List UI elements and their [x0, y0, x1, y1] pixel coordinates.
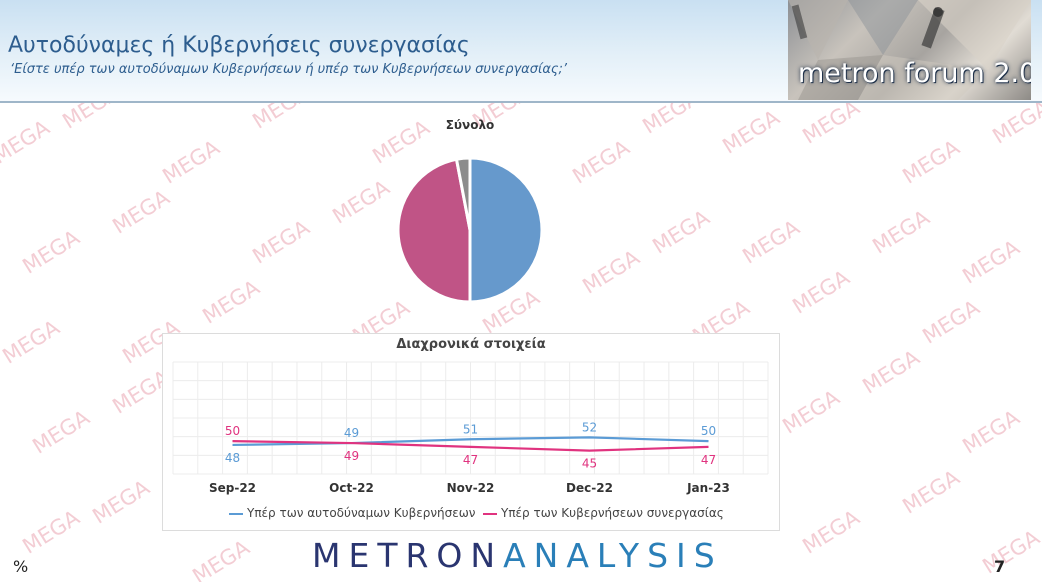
- watermark-mega: MEGA: [958, 405, 1024, 459]
- watermark-mega: MEGA: [18, 505, 84, 559]
- data-label: 48: [225, 451, 240, 465]
- pie-slice: [454, 156, 472, 231]
- logo-text: metron forum 2.0: [798, 58, 1031, 89]
- brand-part-1: METRON: [312, 536, 504, 575]
- watermark-mega: MEGA: [988, 95, 1042, 149]
- watermark-mega: MEGA: [978, 525, 1042, 579]
- x-tick-label: Nov-22: [447, 481, 495, 495]
- data-label: 47: [701, 453, 716, 467]
- logo-background-graphic: [788, 0, 1031, 100]
- line-chart-svg: 48 49 51 52 50 50 49 47 45 47 Sep-22 Oct-22 Nov-22 De…: [172, 361, 769, 495]
- watermark-mega: MEGA: [958, 235, 1024, 289]
- watermark-mega: MEGA: [0, 315, 64, 369]
- data-label: 47: [463, 453, 478, 467]
- watermark-mega: MEGA: [858, 345, 924, 399]
- unit-label: %: [13, 557, 29, 576]
- pie-slice: [396, 157, 472, 304]
- watermark-mega: MEGA: [798, 505, 864, 559]
- watermark-mega: MEGA: [0, 115, 54, 169]
- watermark-mega: MEGA: [88, 475, 154, 529]
- x-tick-label: Sep-22: [209, 481, 256, 495]
- metron-forum-logo: metron forum 2.0: [788, 0, 1031, 100]
- data-label: 50: [225, 424, 240, 438]
- watermark-mega: MEGA: [28, 405, 94, 459]
- legend-label-series1: Υπέρ των αυτοδύναμων Κυβερνήσεων: [247, 506, 476, 520]
- data-label: 45: [582, 457, 597, 471]
- pie-chart-title: Σύνολο: [445, 118, 495, 132]
- data-label: 50: [701, 424, 716, 438]
- brand-part-2: ANALYSIS: [503, 536, 723, 575]
- watermark-mega: MEGA: [788, 265, 854, 319]
- legend-label-series2: Υπέρ των Κυβερνήσεων συνεργασίας: [501, 506, 724, 520]
- watermark-mega: MEGA: [898, 135, 964, 189]
- line-chart-legend: Υπέρ των αυτοδύναμων Κυβερνήσεων Υπέρ τω…: [223, 506, 724, 524]
- watermark-mega: MEGA: [778, 385, 844, 439]
- legend-swatch-series1: [229, 512, 243, 515]
- pie-chart: [390, 150, 550, 310]
- legend-item-series2: Υπέρ των Κυβερνήσεων συνεργασίας: [483, 506, 724, 520]
- x-tick-label: Dec-22: [566, 481, 613, 495]
- watermark-mega: MEGA: [568, 135, 634, 189]
- watermark-mega: MEGA: [898, 465, 964, 519]
- watermark-mega: MEGA: [108, 185, 174, 239]
- watermark-mega: MEGA: [328, 175, 394, 229]
- watermark-mega: MEGA: [158, 135, 224, 189]
- watermark-mega: MEGA: [188, 535, 254, 582]
- header-divider: [0, 101, 1042, 103]
- line-chart-title: Διαχρονικά στοιχεία: [396, 337, 546, 352]
- watermark-mega: MEGA: [248, 215, 314, 269]
- watermark-mega: MEGA: [648, 205, 714, 259]
- legend-swatch-series2: [483, 512, 497, 515]
- data-label: 49: [344, 449, 359, 463]
- watermark-mega: MEGA: [578, 245, 644, 299]
- pie-chart-svg: [396, 156, 544, 304]
- watermark-mega: MEGA: [18, 225, 84, 279]
- metron-analysis-logo: METRONANALYSIS: [312, 536, 723, 575]
- page-title: Αυτοδύναμες ή Κυβερνήσεις συνεργασίας: [8, 33, 470, 58]
- page-number: 7: [994, 557, 1006, 576]
- watermark-mega: MEGA: [198, 275, 264, 329]
- line-chart-panel: Διαχρονικά στοιχεία 48 49 51 52 50 50 49 47 45 47…: [162, 333, 780, 531]
- x-tick-label: Oct-22: [329, 481, 374, 495]
- header-bar: Αυτοδύναμες ή Κυβερνήσεις συνεργασίας ‘Ε…: [0, 0, 1042, 103]
- watermark-mega: MEGA: [798, 95, 864, 149]
- data-label: 52: [582, 420, 597, 434]
- x-tick-label: Jan-23: [686, 481, 730, 495]
- series-line-coalition: [232, 440, 709, 452]
- watermark-mega: MEGA: [918, 295, 984, 349]
- watermark-mega: MEGA: [718, 105, 784, 159]
- legend-item-series1: Υπέρ των αυτοδύναμων Κυβερνήσεων: [229, 506, 476, 520]
- page-subtitle: ‘Είστε υπέρ των αυτοδύναμων Κυβερνήσεων …: [10, 62, 568, 77]
- pie-slice: [468, 156, 544, 304]
- data-label: 49: [344, 426, 359, 440]
- watermark-mega: MEGA: [868, 205, 934, 259]
- watermark-mega: MEGA: [738, 215, 804, 269]
- series-line-self-reliant: [232, 436, 709, 447]
- data-label: 51: [463, 422, 478, 436]
